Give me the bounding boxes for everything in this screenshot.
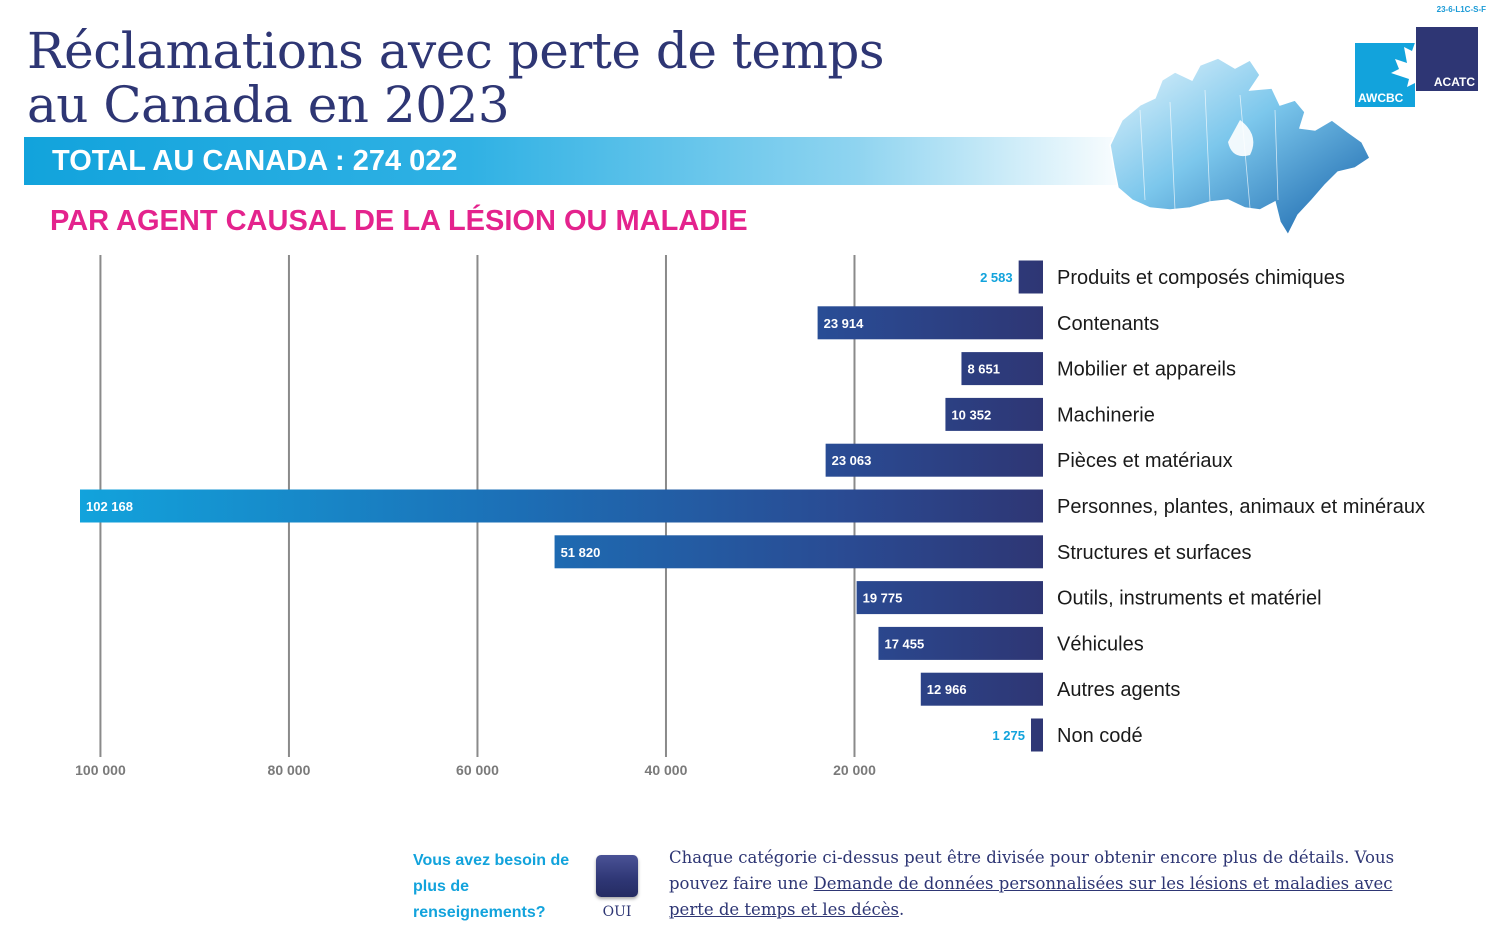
total-banner: TOTAL AU CANADA : 274 022 — [24, 137, 1134, 185]
category-label: Machinerie — [1057, 404, 1155, 426]
footer-info-end: . — [898, 900, 905, 919]
x-tick-label: 60 000 — [456, 762, 499, 778]
bar-value-label: 8 651 — [967, 362, 1000, 377]
x-tick-label: 80 000 — [268, 762, 311, 778]
bar — [80, 489, 1043, 523]
custom-data-request-link[interactable]: Demande de données personnalisées sur le… — [669, 874, 1393, 919]
bar-value-label: 19 775 — [863, 591, 903, 606]
bar-value-label: 51 820 — [561, 545, 601, 560]
document-code: 23-6-L1C-S-F — [1436, 5, 1486, 14]
category-label: Structures et surfaces — [1057, 542, 1252, 564]
bar — [1018, 260, 1043, 294]
logo-right-text: ACATC — [1433, 75, 1475, 89]
category-label: Produits et composés chimiques — [1057, 267, 1345, 289]
bar-value-label: 2 583 — [980, 270, 1013, 285]
oui-label: OUI — [602, 904, 632, 920]
footer-info: Chaque catégorie ci-dessus peut être div… — [669, 845, 1429, 923]
logo-left-text: AWCBC — [1358, 91, 1404, 105]
category-label: Autres agents — [1057, 679, 1180, 701]
bar — [817, 306, 1043, 340]
chart-subtitle: PAR AGENT CAUSAL DE LA LÉSION OU MALADIE — [50, 205, 748, 237]
category-label: Contenants — [1057, 313, 1159, 335]
category-label: Personnes, plantes, animaux et minéraux — [1057, 496, 1425, 518]
bar — [856, 581, 1043, 615]
bar-value-label: 23 914 — [824, 316, 865, 331]
title-line-2: au Canada en 2023 — [27, 76, 510, 134]
bars: 2 583 Produits et composés chimiques 23 91… — [80, 260, 1425, 752]
category-label: Mobilier et appareils — [1057, 359, 1236, 381]
category-label: Outils, instruments et matériel — [1057, 588, 1322, 610]
footer-info-text: Chaque catégorie ci-dessus peut être div… — [669, 848, 1395, 893]
bar-value-label: 102 168 — [86, 499, 133, 514]
oui-button[interactable] — [596, 855, 638, 897]
x-tick-label: 100 000 — [75, 762, 126, 778]
bar — [825, 443, 1043, 477]
page-title: Réclamations avec perte de temps au Cana… — [27, 22, 885, 134]
title-line-1: Réclamations avec perte de temps — [27, 22, 885, 80]
x-tick-label: 20 000 — [833, 762, 876, 778]
awcbc-logo: AWCBC ACATC — [1355, 27, 1478, 107]
logo-right-block: ACATC — [1416, 27, 1478, 91]
bar — [945, 397, 1043, 431]
bar-value-label: 1 275 — [992, 728, 1025, 743]
total-label: TOTAL AU CANADA : 274 022 — [52, 145, 458, 177]
x-axis-ticks: 100 000 80 000 60 000 40 000 20 000 — [75, 762, 876, 778]
bar — [1030, 718, 1043, 752]
bar-chart: 2 583 Produits et composés chimiques 23 91… — [75, 255, 1425, 778]
canada-map-icon — [1109, 57, 1371, 237]
bar — [961, 352, 1043, 386]
bar-value-label: 17 455 — [884, 636, 924, 651]
bar — [920, 672, 1043, 706]
category-label: Véhicules — [1057, 633, 1144, 655]
category-label: Non codé — [1057, 725, 1143, 747]
help-question: Vous avez besoin de plus de renseignemen… — [413, 852, 570, 921]
x-tick-label: 40 000 — [645, 762, 688, 778]
category-label: Pièces et matériaux — [1057, 450, 1233, 472]
bar-value-label: 12 966 — [927, 682, 967, 697]
bar — [554, 535, 1043, 569]
bar — [878, 626, 1043, 660]
bar-value-label: 10 352 — [951, 407, 991, 422]
bar-value-label: 23 063 — [832, 453, 872, 468]
